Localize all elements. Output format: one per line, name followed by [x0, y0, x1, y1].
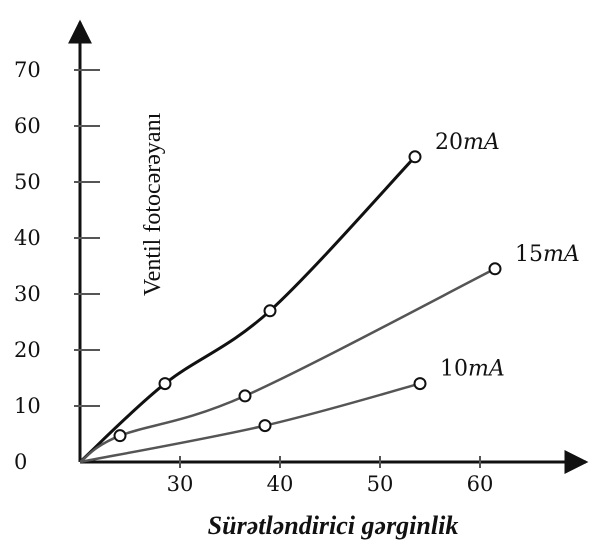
y-tick-label: 10: [14, 394, 41, 418]
series-label-value: 20: [435, 130, 463, 155]
data-point: [413, 377, 427, 391]
series-label-unit: mA: [463, 130, 500, 155]
y-tick-label: 70: [14, 58, 41, 82]
y-ticks: 0 10 20 30 40 50 60 70: [14, 58, 100, 474]
axes: [68, 19, 589, 474]
y-axis-label: Ventil fotocərəyanı: [140, 112, 166, 296]
data-point: [263, 304, 277, 318]
data-point: [238, 389, 252, 403]
y-tick-label: 50: [14, 170, 41, 194]
series-label-value: 15: [515, 242, 543, 267]
x-ticks: 30 40 50 60: [167, 456, 494, 496]
data-point: [113, 429, 127, 443]
data-point: [158, 377, 172, 391]
series-line: [78, 155, 417, 464]
y-tick-label: 60: [14, 114, 41, 138]
data-point: [258, 419, 272, 433]
y-tick-label: 0: [14, 450, 27, 474]
series-20mA: 20mA: [78, 130, 500, 464]
data-point: [408, 150, 422, 164]
series-label: 10mA: [440, 357, 505, 382]
series-line: [79, 267, 496, 464]
x-axis-label: Sürətləndirici gərginlik: [208, 511, 459, 540]
series-label-unit: mA: [468, 357, 505, 382]
x-tick-label: 60: [467, 472, 494, 496]
series-label: 20mA: [435, 130, 500, 155]
y-tick-label: 20: [14, 338, 41, 362]
y-tick-label: 30: [14, 282, 41, 306]
x-tick-label: 50: [367, 472, 394, 496]
series-label-unit: mA: [543, 242, 580, 267]
series-10mA: 10mA: [79, 357, 505, 464]
series-label-value: 10: [440, 357, 468, 382]
y-tick-label: 40: [14, 226, 41, 250]
series-label: 15mA: [515, 242, 580, 267]
data-point: [488, 262, 502, 276]
x-tick-label: 30: [167, 472, 194, 496]
series-15mA: 15mA: [79, 242, 580, 464]
x-tick-label: 40: [267, 472, 294, 496]
